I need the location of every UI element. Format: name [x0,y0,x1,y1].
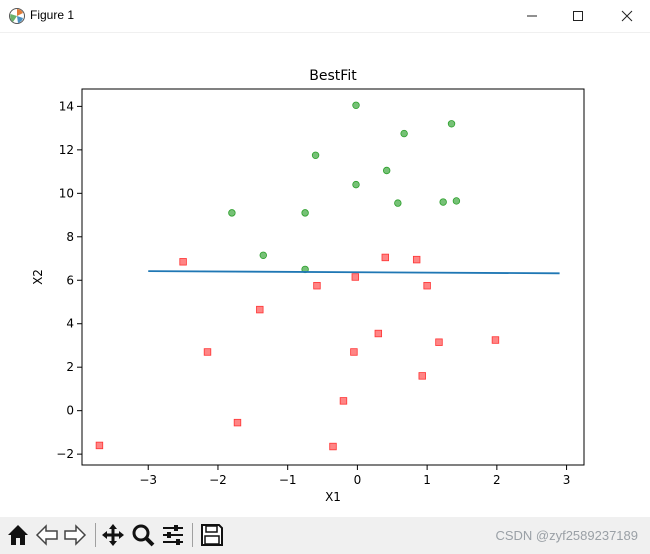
y-tick-label: 10 [59,186,74,200]
data-point-square [329,442,337,451]
zoom-button[interactable] [130,522,156,548]
data-point-square [423,281,431,290]
y-tick-label: 2 [66,360,74,374]
zoom-icon [132,524,155,547]
data-point-circle [352,101,360,110]
data-point-circle [259,251,267,259]
y-tick-label: 0 [66,404,74,418]
data-point-square [491,336,500,344]
data-point-square [233,418,242,427]
toolbar-separator [95,523,96,547]
y-tick-label: 12 [59,143,74,157]
data-point-square [381,253,389,262]
data-point-square [412,255,421,264]
x-tick-label: 3 [563,473,571,487]
x-axis-label: X1 [325,490,341,504]
data-point-square [95,441,104,450]
y-tick-label: 8 [66,230,74,244]
data-point-circle [394,199,402,207]
x-tick-label: −1 [279,473,297,487]
y-axis-label: X2 [31,269,45,285]
save-icon [201,524,223,546]
close-button[interactable] [604,0,650,32]
configure-subplots-button[interactable] [160,522,186,548]
data-point-circle [311,151,320,159]
figure-canvas[interactable]: −3 −2 −1 0 1 2 3 −2 0 2 4 6 8 10 12 14 BestFit X1 X2 [0,33,650,517]
window-title: Figure 1 [30,8,75,22]
data-point-square [203,348,212,356]
forward-button[interactable] [62,522,88,548]
data-point-square [351,273,360,281]
toolbar-separator [192,523,193,547]
axes-frame [81,88,585,466]
save-button[interactable] [199,522,225,548]
data-point-square [256,305,264,314]
y-tick-label: 14 [59,99,74,113]
x-tick-label: −3 [139,473,157,487]
data-point-circle [439,198,447,206]
back-icon [35,524,58,546]
chart-title: BestFit [309,68,357,84]
matplotlib-icon [9,8,25,24]
data-point-square [350,348,358,356]
best-fit-line [148,270,560,275]
data-point-square [339,397,348,405]
x-tick-label: 2 [493,473,501,487]
data-point-circle [352,180,360,189]
data-point-circle [447,120,456,128]
minimize-icon [527,15,537,17]
maximize-icon [573,11,583,21]
pan-icon [102,524,124,546]
y-tick-label: −2 [56,447,74,461]
data-point-square [435,338,443,346]
data-point-square [179,258,187,266]
navigation-toolbar: CSDN @zyf2589237189 [0,517,650,554]
data-point-circle [382,166,391,175]
minimize-button[interactable] [509,0,555,32]
data-point-square [313,281,321,290]
data-point-square [374,329,383,338]
back-button[interactable] [34,522,60,548]
watermark-text: CSDN @zyf2589237189 [495,528,638,543]
forward-icon [64,524,87,546]
data-point-circle [452,197,461,205]
x-tick-label: 1 [423,473,431,487]
x-tick-label: −2 [209,473,227,487]
home-icon [8,525,28,545]
maximize-button[interactable] [555,0,601,32]
data-point-square [418,372,426,380]
plot-background [82,89,584,465]
home-button[interactable] [5,522,31,548]
close-icon [621,10,633,22]
data-point-circle [301,209,309,217]
pan-button[interactable] [100,522,126,548]
x-tick-label: 0 [354,473,362,487]
y-tick-label: 4 [66,317,74,331]
configure-subplots-icon [163,525,183,545]
data-point-circle [400,129,408,138]
data-point-circle [228,209,236,217]
window-titlebar: Figure 1 [0,0,650,33]
y-tick-label: 6 [66,273,74,287]
